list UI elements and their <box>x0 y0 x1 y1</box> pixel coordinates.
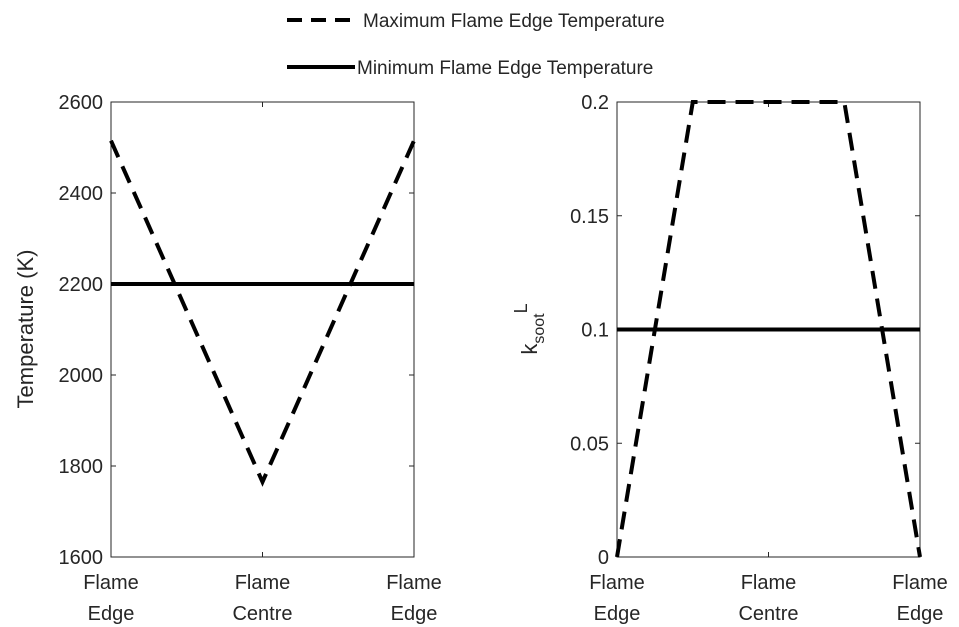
x-tick-label-line2: Centre <box>738 603 798 625</box>
x-tick-label-line1: Flame <box>235 572 291 594</box>
ylabel-sub: soot <box>531 313 548 344</box>
x-tick-label-line2: Centre <box>232 603 292 625</box>
x-tick-label-line2: Edge <box>594 603 641 625</box>
legend: Maximum Flame Edge Temperature Minimum F… <box>287 11 665 79</box>
y-tick-label: 0 <box>598 547 609 569</box>
x-tick-label-line2: Edge <box>88 603 135 625</box>
x-tick-label-line1: Flame <box>892 572 948 594</box>
y-tick-label: 2200 <box>59 274 104 296</box>
legend-label-max: Maximum Flame Edge Temperature <box>363 11 665 32</box>
temperature-plot: Temperature (K) 1600 1800 2000 2200 2400 2600… <box>13 92 442 625</box>
y-tick-label: 2000 <box>59 365 104 387</box>
y-axis-label-ksoot: ksootL <box>511 303 548 354</box>
y-axis-label-temperature: Temperature (K) <box>13 250 38 409</box>
y-tick-label: 2600 <box>59 92 104 114</box>
legend-label-min: Minimum Flame Edge Temperature <box>357 58 653 79</box>
ksoot-plot: ksootL 0 0.05 0.1 0.15 0.2 Flame Edge Flame Cent… <box>511 92 948 625</box>
y-tick-label: 0.15 <box>570 206 609 228</box>
ylabel-sup: L <box>511 303 531 313</box>
x-tick-label-line1: Flame <box>741 572 797 594</box>
y-tick-label: 0.1 <box>581 320 609 342</box>
y-tick-label: 0.05 <box>570 433 609 455</box>
ylabel-k: k <box>517 343 542 355</box>
x-tick-label-line1: Flame <box>386 572 442 594</box>
y-tick-label: 2400 <box>59 183 104 205</box>
x-tick-label-line2: Edge <box>897 603 944 625</box>
plot-frame-left <box>110 101 415 558</box>
x-tick-label-line1: Flame <box>83 572 139 594</box>
x-tick-label-line1: Flame <box>589 572 645 594</box>
series-max-dashed-line-temp <box>109 139 416 487</box>
x-tick-label-line2: Edge <box>391 603 438 625</box>
y-tick-label: 1600 <box>59 547 104 569</box>
y-tick-label: 0.2 <box>581 92 609 114</box>
y-tick-label: 1800 <box>59 456 104 478</box>
